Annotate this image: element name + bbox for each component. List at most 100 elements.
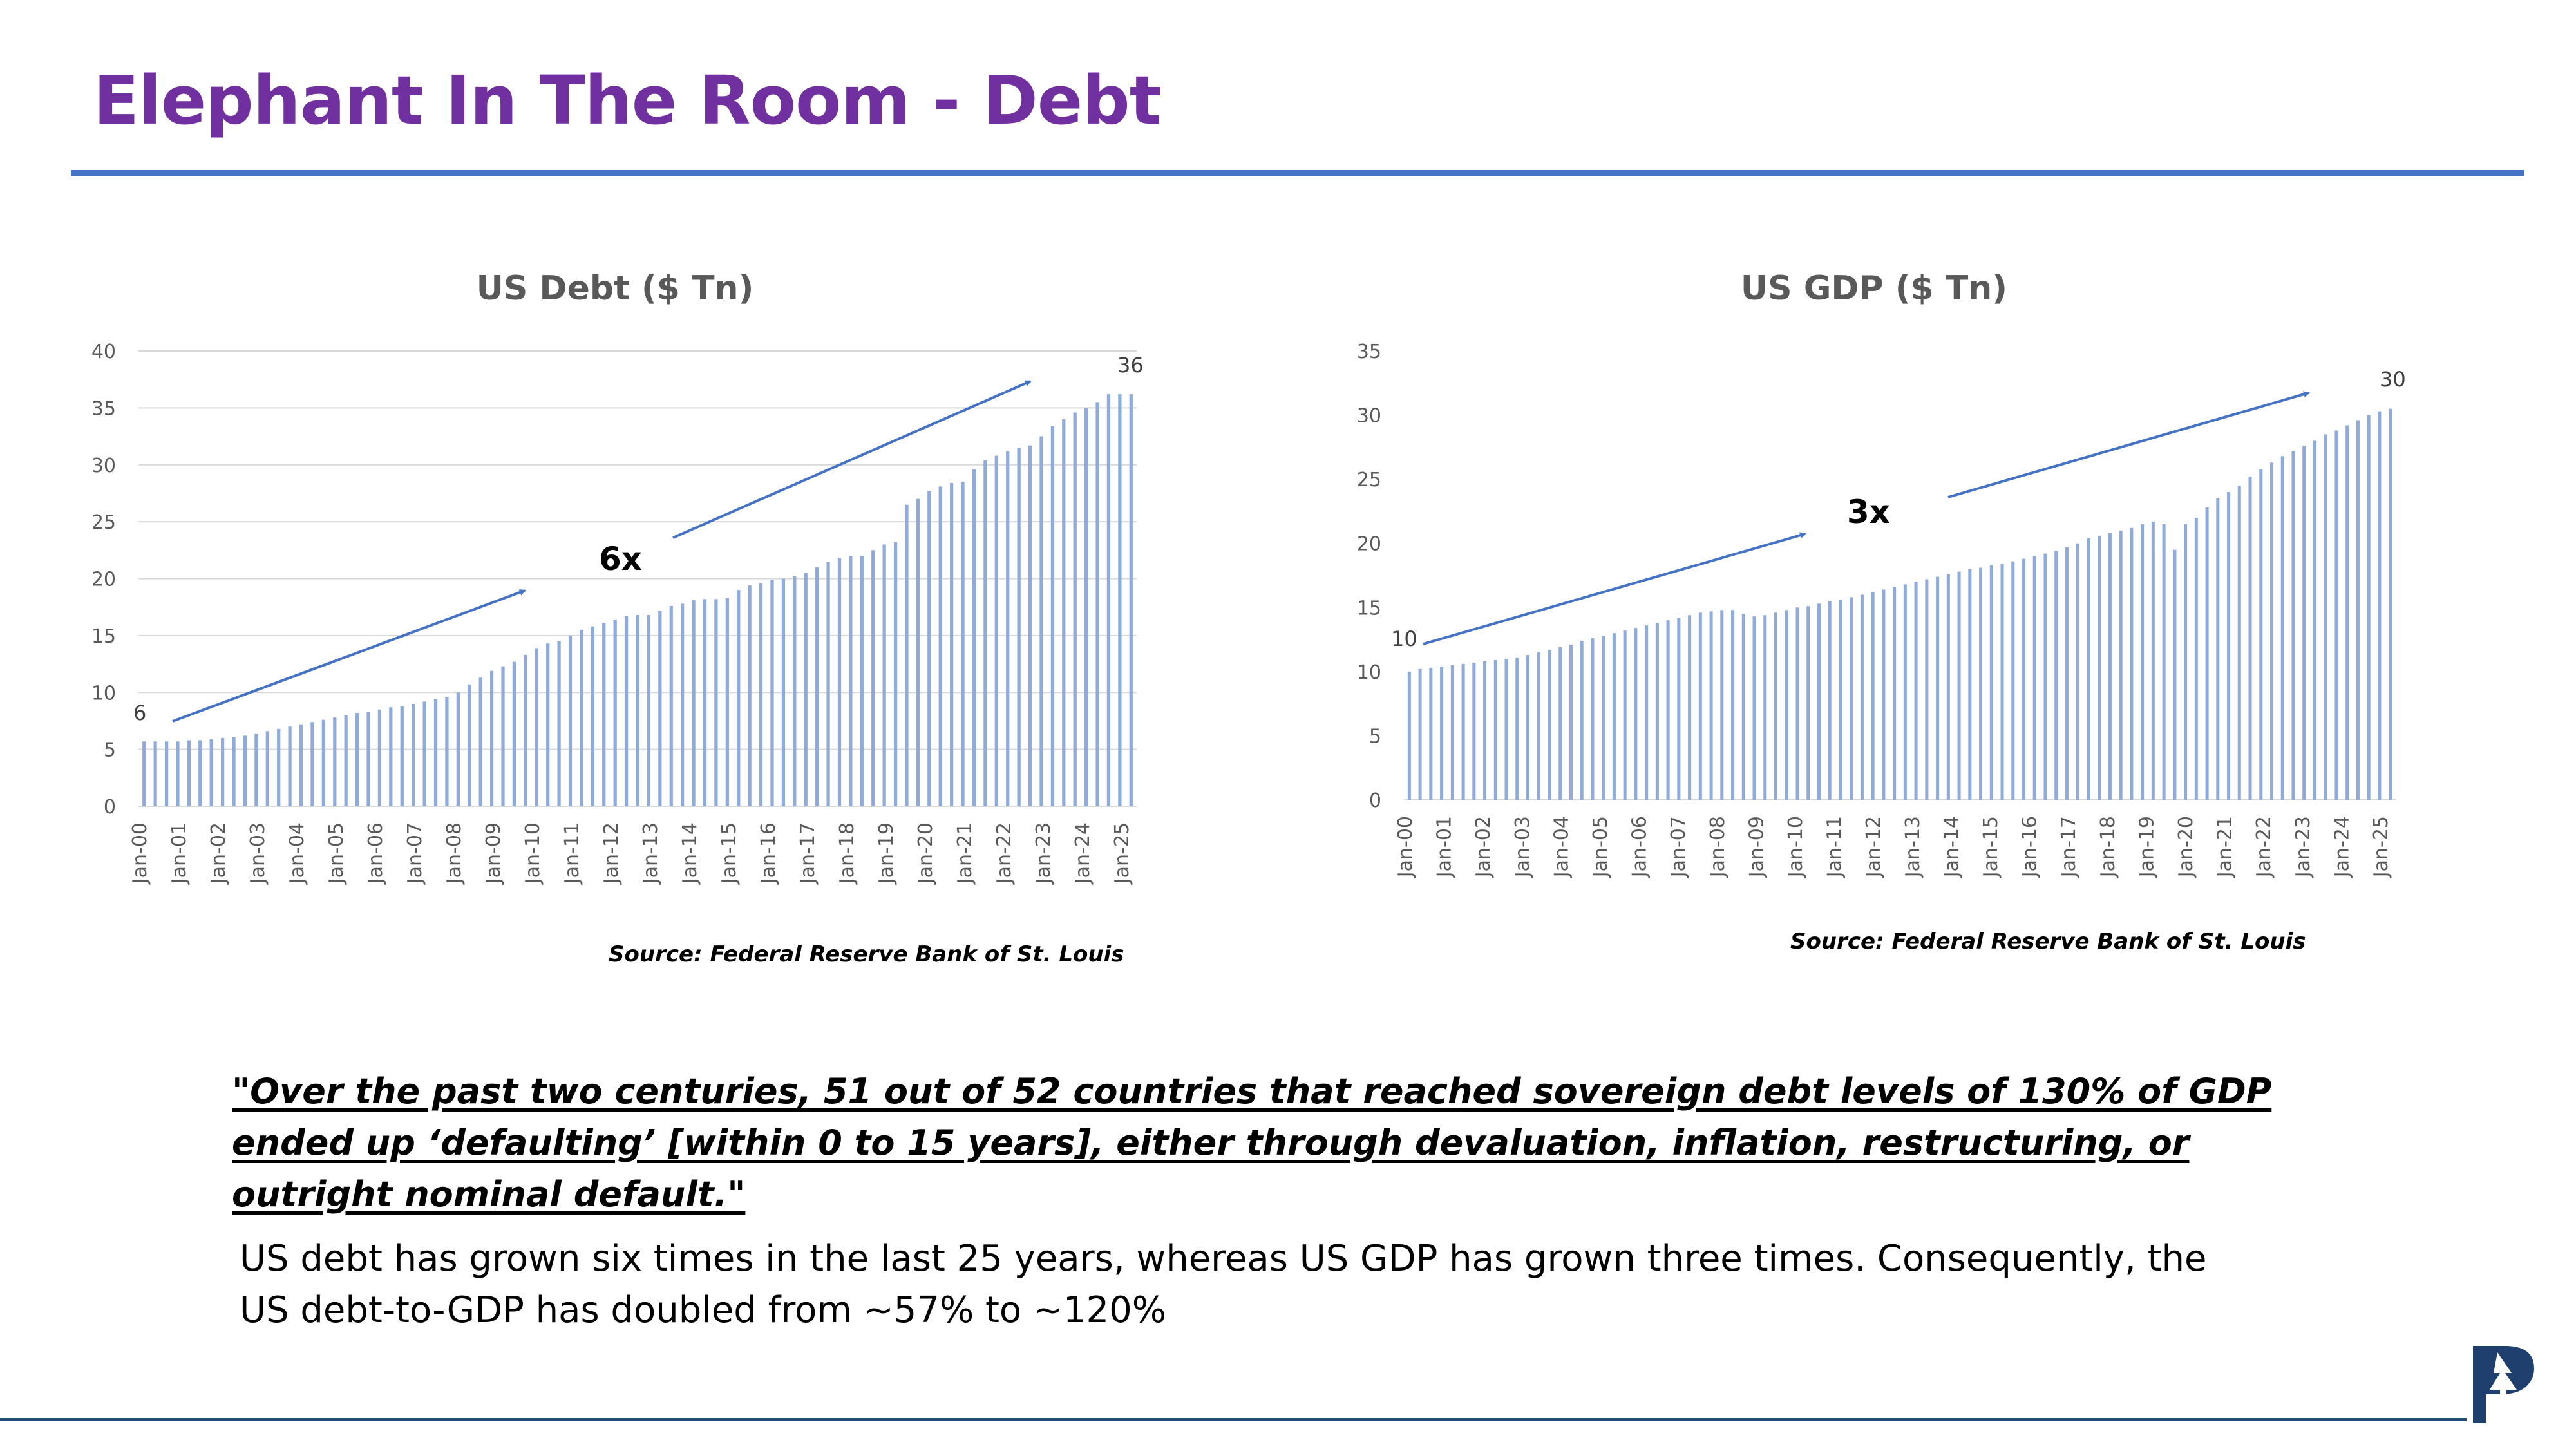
debt-x-tick-label: Jan-19 xyxy=(875,822,898,885)
gdp-bar xyxy=(1709,611,1713,800)
debt-bar xyxy=(815,567,819,806)
debt-bar xyxy=(209,739,213,806)
debt-bar xyxy=(557,641,561,806)
debt-bar xyxy=(837,558,842,806)
gdp-bar xyxy=(2216,498,2220,800)
gdp-bar xyxy=(2269,462,2274,800)
debt-bar xyxy=(759,583,763,806)
debt-bar xyxy=(546,643,550,806)
gdp-bar xyxy=(1677,618,1681,800)
gdp-y-tick-label: 5 xyxy=(1369,725,1381,748)
debt-bar xyxy=(961,482,965,806)
gdp-bar xyxy=(2162,524,2166,800)
gdp-bar xyxy=(2345,425,2349,800)
debt-bar xyxy=(568,635,573,806)
debt-bar xyxy=(1106,394,1111,806)
debt-bar xyxy=(669,605,673,806)
gdp-bar xyxy=(1785,610,1788,800)
gdp-bar xyxy=(1515,657,1519,800)
debt-bar xyxy=(164,741,169,806)
gdp-bar xyxy=(2334,430,2338,800)
gdp-bar xyxy=(1979,567,1983,800)
gdp-x-tick-label: Jan-00 xyxy=(1394,816,1417,878)
gdp-bar xyxy=(1731,610,1735,800)
debt-x-tick-label: Jan-05 xyxy=(325,822,348,885)
debt-bar xyxy=(1028,445,1032,806)
gdp-bar xyxy=(1407,671,1411,800)
debt-x-tick-label: Jan-02 xyxy=(207,822,230,885)
debt-bar xyxy=(524,654,527,806)
debt-bar xyxy=(1017,448,1021,806)
debt-y-tick-label: 30 xyxy=(91,455,116,477)
gdp-bar xyxy=(2367,415,2371,800)
debt-bar xyxy=(994,455,998,806)
debt-bar xyxy=(243,735,247,806)
debt-x-tick-label: Jan-25 xyxy=(1111,822,1133,885)
debt-trend-arrow xyxy=(672,380,1032,539)
debt-bar xyxy=(647,615,651,806)
debt-bar xyxy=(893,542,898,806)
debt-x-tick-label: Jan-10 xyxy=(522,822,544,885)
debt-bar xyxy=(703,599,707,806)
gdp-bar xyxy=(2065,547,2069,800)
debt-bar xyxy=(501,666,505,806)
debt-bar xyxy=(277,728,281,806)
debt-bar xyxy=(1084,408,1088,806)
gdp-bar xyxy=(1720,610,1724,800)
gdp-x-tick-label: Jan-21 xyxy=(2214,816,2237,878)
gdp-bar xyxy=(2141,524,2145,800)
gdp-bar xyxy=(2389,408,2392,800)
debt-x-tick-label: Jan-00 xyxy=(129,822,151,885)
gdp-x-tick-label: Jan-23 xyxy=(2292,816,2315,878)
gdp-bar xyxy=(1795,607,1799,800)
debt-bar xyxy=(433,699,438,806)
gdp-bar xyxy=(1817,603,1821,800)
gdp-bar xyxy=(1666,620,1670,800)
debt-bar xyxy=(310,722,314,806)
debt-bar xyxy=(478,677,482,806)
gdp-bar xyxy=(1450,665,1454,800)
debt-bar xyxy=(624,616,629,806)
gdp-chart-title: US GDP ($ Tn) xyxy=(1740,269,2008,308)
gdp-bar xyxy=(1871,592,1875,800)
debt-bar xyxy=(153,741,157,806)
gdp-bar xyxy=(1504,658,1508,800)
gdp-x-tick-label: Jan-05 xyxy=(1589,816,1612,878)
gdp-x-tick-label: Jan-18 xyxy=(2097,816,2119,878)
gdp-x-tick-label: Jan-12 xyxy=(1862,816,1885,878)
gdp-bar xyxy=(1634,628,1638,800)
gdp-bar xyxy=(1418,668,1422,800)
debt-y-tick-label: 20 xyxy=(91,569,116,591)
gdp-bar xyxy=(2022,558,2026,800)
gdp-bar xyxy=(2000,564,2004,800)
title-divider xyxy=(71,170,2524,176)
gdp-bar xyxy=(1655,623,1659,800)
debt-chart-title: US Debt ($ Tn) xyxy=(476,269,754,308)
debt-bar xyxy=(1118,394,1122,806)
gdp-start-value-label: 10 xyxy=(1391,627,1417,651)
debt-x-tick-label: Jan-06 xyxy=(365,822,387,885)
gdp-y-tick-label: 20 xyxy=(1357,533,1381,556)
debt-bar xyxy=(714,599,718,806)
debt-bar xyxy=(636,615,639,806)
gdp-bar xyxy=(1429,667,1433,800)
gdp-chart-source: Source: Federal Reserve Bank of St. Loui… xyxy=(1790,929,2306,954)
debt-bar xyxy=(221,737,225,806)
tree-p-logo-icon xyxy=(2473,1346,2534,1423)
gdp-x-tick-label: Jan-03 xyxy=(1511,816,1534,878)
debt-bar xyxy=(1006,451,1010,806)
gdp-bar xyxy=(1882,589,1886,800)
gdp-end-value-label: 30 xyxy=(2380,367,2406,392)
debt-bar xyxy=(366,712,370,806)
gdp-bar xyxy=(1763,615,1767,800)
debt-bar xyxy=(400,706,404,806)
debt-bar xyxy=(299,724,303,806)
gdp-bar xyxy=(2205,507,2209,800)
debt-bar xyxy=(916,498,920,806)
gdp-bar xyxy=(2087,538,2090,800)
debt-x-tick-label: Jan-17 xyxy=(797,822,819,885)
gdp-bar xyxy=(1752,616,1756,800)
debt-x-tick-label: Jan-18 xyxy=(836,822,858,885)
debt-bar xyxy=(512,661,516,806)
debt-x-tick-label: Jan-16 xyxy=(757,822,780,885)
